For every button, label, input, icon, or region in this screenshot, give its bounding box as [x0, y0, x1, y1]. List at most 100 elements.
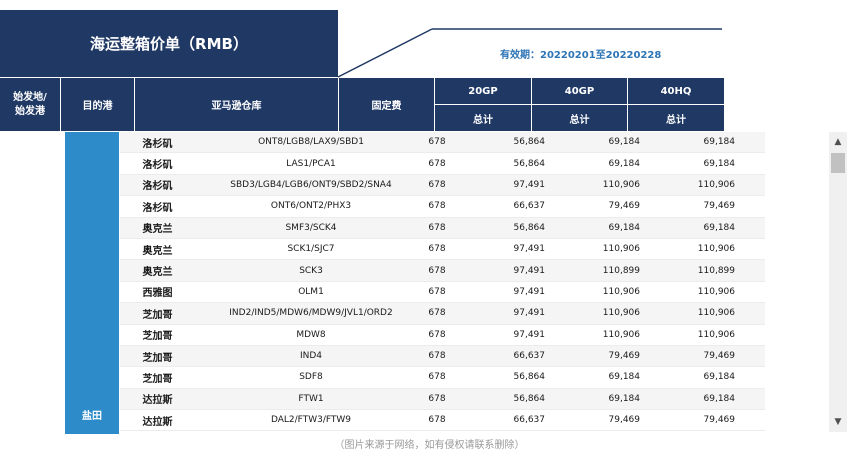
warehouse-cell: SCK3 — [299, 265, 323, 276]
hq40-total-cell: 69,184 — [703, 158, 736, 169]
warehouse-cell: SCK1/SJC7 — [287, 244, 335, 255]
hq40-total-cell: 69,184 — [703, 393, 736, 404]
warehouse-cell: DAL2/FTW3/FTW9 — [270, 415, 351, 426]
warehouse-cell: ONT6/ONT2/PHX3 — [270, 201, 352, 212]
hq40-total-cell: 69,184 — [703, 222, 736, 233]
gp20-total-cell: 66,637 — [513, 201, 546, 212]
gp20-total-cell: 56,864 — [513, 222, 546, 233]
table-row: 芝加哥 IND4 678 66,637 79,469 79,469 — [120, 345, 765, 368]
scroll-up-icon[interactable]: ▲ — [834, 137, 842, 147]
dest-cell: 奥克兰 — [142, 245, 173, 257]
header-dest: 目的港 — [61, 78, 134, 131]
warehouse-cell: OLM1 — [298, 286, 324, 297]
dest-cell: 洛杉矶 — [142, 160, 173, 172]
gp40-total-cell: 110,899 — [602, 265, 640, 276]
header-origin: 始发地/ 始发港 — [0, 78, 60, 131]
hq40-total-cell: 110,906 — [697, 329, 735, 340]
gp40-total-cell: 110,906 — [602, 179, 640, 190]
header-40gp-total: 总计 — [532, 104, 627, 131]
gp20-total-cell: 97,491 — [513, 179, 546, 190]
header-40hq-total: 总计 — [628, 104, 724, 131]
gp20-total-cell: 97,491 — [513, 265, 546, 276]
hq40-total-cell: 110,899 — [697, 265, 735, 276]
hq40-total-cell: 110,906 — [697, 286, 735, 297]
dest-cell: 芝加哥 — [142, 373, 173, 385]
gp20-total-cell: 56,864 — [513, 393, 546, 404]
scroll-thumb[interactable] — [831, 153, 845, 173]
warehouse-cell: MDW8 — [296, 329, 326, 340]
gp40-total-cell: 69,184 — [608, 137, 641, 148]
gp40-total-cell: 69,184 — [608, 393, 641, 404]
dest-cell: 芝加哥 — [142, 331, 173, 343]
table-row: 洛杉矶 LAS1/PCA1 678 56,864 69,184 69,184 — [120, 153, 765, 175]
warehouse-cell: ONT8/LGB8/LAX9/SBD1 — [258, 137, 364, 148]
table-row: 达拉斯 DAL2/FTW3/FTW9 678 66,637 79,469 79,469 — [120, 410, 765, 432]
image-caption: （图片来源于网络，如有侵权请联系删除） — [334, 440, 525, 451]
gp20-total-cell: 97,491 — [513, 308, 546, 319]
gp40-total-cell: 79,469 — [608, 351, 641, 362]
scroll-down-icon[interactable]: ▼ — [834, 417, 842, 427]
fixed-fee-cell: 678 — [428, 265, 446, 276]
gp20-total-cell: 66,637 — [513, 351, 546, 362]
gp20-total-cell: 97,491 — [513, 329, 546, 340]
gp20-total-cell: 97,491 — [513, 286, 546, 297]
table-row: 洛杉矶 ONT6/ONT2/PHX3 678 66,637 79,469 79,469 — [120, 196, 765, 218]
fixed-fee-cell: 678 — [428, 201, 446, 212]
dest-cell: 芝加哥 — [142, 309, 173, 321]
table-row: 洛杉矶 ONT8/LGB8/LAX9/SBD1 678 56,864 69,184 69,… — [120, 132, 765, 154]
hq40-total-cell: 110,906 — [697, 179, 735, 190]
gp40-total-cell: 110,906 — [602, 329, 640, 340]
gp40-total-cell: 110,906 — [602, 244, 640, 255]
dest-cell: 西雅图 — [142, 288, 173, 300]
table-row: 奥克兰 SMF3/SCK4 678 56,864 69,184 69,184 — [120, 217, 765, 239]
dest-cell: 奥克兰 — [142, 224, 173, 236]
fixed-fee-cell: 678 — [428, 158, 446, 169]
fixed-fee-cell: 678 — [428, 393, 446, 404]
gp40-total-cell: 79,469 — [608, 415, 641, 426]
dest-cell: 洛杉矶 — [142, 138, 173, 150]
hq40-total-cell: 110,906 — [697, 244, 735, 255]
dest-cell: 达拉斯 — [142, 416, 173, 428]
hq40-total-cell: 79,469 — [703, 415, 736, 426]
gp40-total-cell: 110,906 — [602, 286, 640, 297]
hq40-total-cell: 69,184 — [703, 137, 736, 148]
dest-cell: 奥克兰 — [142, 267, 173, 279]
table-row: 芝加哥 MDW8 678 97,491 110,906 110,906 — [120, 325, 765, 346]
vertical-scrollbar[interactable]: ▲ ▼ — [829, 132, 847, 432]
warehouse-cell: IND4 — [299, 351, 323, 362]
fixed-fee-cell: 678 — [428, 179, 446, 190]
fixed-fee-cell: 678 — [428, 372, 446, 383]
gp20-total-cell: 56,864 — [513, 137, 546, 148]
gp40-total-cell: 110,906 — [602, 308, 640, 319]
header-diagonal-line — [337, 28, 722, 78]
table-row: 奥克兰 SCK1/SJC7 678 97,491 110,906 110,906 — [120, 239, 765, 261]
table-row: 西雅图 OLM1 678 97,491 110,906 110,906 — [120, 282, 765, 304]
header-20gp-total: 总计 — [435, 104, 531, 131]
warehouse-cell: FTW1 — [298, 393, 324, 404]
hq40-total-cell: 79,469 — [703, 351, 736, 362]
price-table-body: 洛杉矶 ONT8/LGB8/LAX9/SBD1 678 56,864 69,184 69,… — [120, 132, 765, 432]
table-row: 芝加哥 IND2/IND5/MDW6/MDW9/JVL1/ORD2 678 97,49… — [120, 303, 765, 325]
gp40-total-cell: 69,184 — [608, 372, 641, 383]
table-row: 奥克兰 SCK3 678 97,491 110,899 110,899 — [120, 260, 765, 282]
fixed-fee-cell: 678 — [428, 329, 446, 340]
warehouse-cell: SDF8 — [299, 372, 323, 383]
warehouse-cell: IND2/IND5/MDW6/MDW9/JVL1/ORD2 — [229, 308, 393, 319]
table-row: 芝加哥 SDF8 678 56,864 69,184 69,184 — [120, 367, 765, 389]
warehouse-cell: LAS1/PCA1 — [286, 158, 336, 169]
fixed-fee-cell: 678 — [428, 351, 446, 362]
gp20-total-cell: 56,864 — [513, 372, 546, 383]
header-20gp: 20GP — [435, 78, 531, 104]
dest-cell: 洛杉矶 — [142, 202, 173, 214]
fixed-fee-cell: 678 — [428, 244, 446, 255]
header-40gp: 40GP — [532, 78, 627, 104]
table-row: 达拉斯 FTW1 678 56,864 69,184 69,184 — [120, 388, 765, 411]
hq40-total-cell: 69,184 — [703, 372, 736, 383]
dest-cell: 洛杉矶 — [142, 181, 173, 193]
fixed-fee-cell: 678 — [428, 415, 446, 426]
origin-port-cell: 盐田 — [65, 132, 119, 434]
gp40-total-cell: 79,469 — [608, 201, 641, 212]
sheet-title: 海运整箱价单（RMB） — [0, 10, 338, 77]
hq40-total-cell: 79,469 — [703, 201, 736, 212]
header-40hq: 40HQ — [628, 78, 724, 104]
